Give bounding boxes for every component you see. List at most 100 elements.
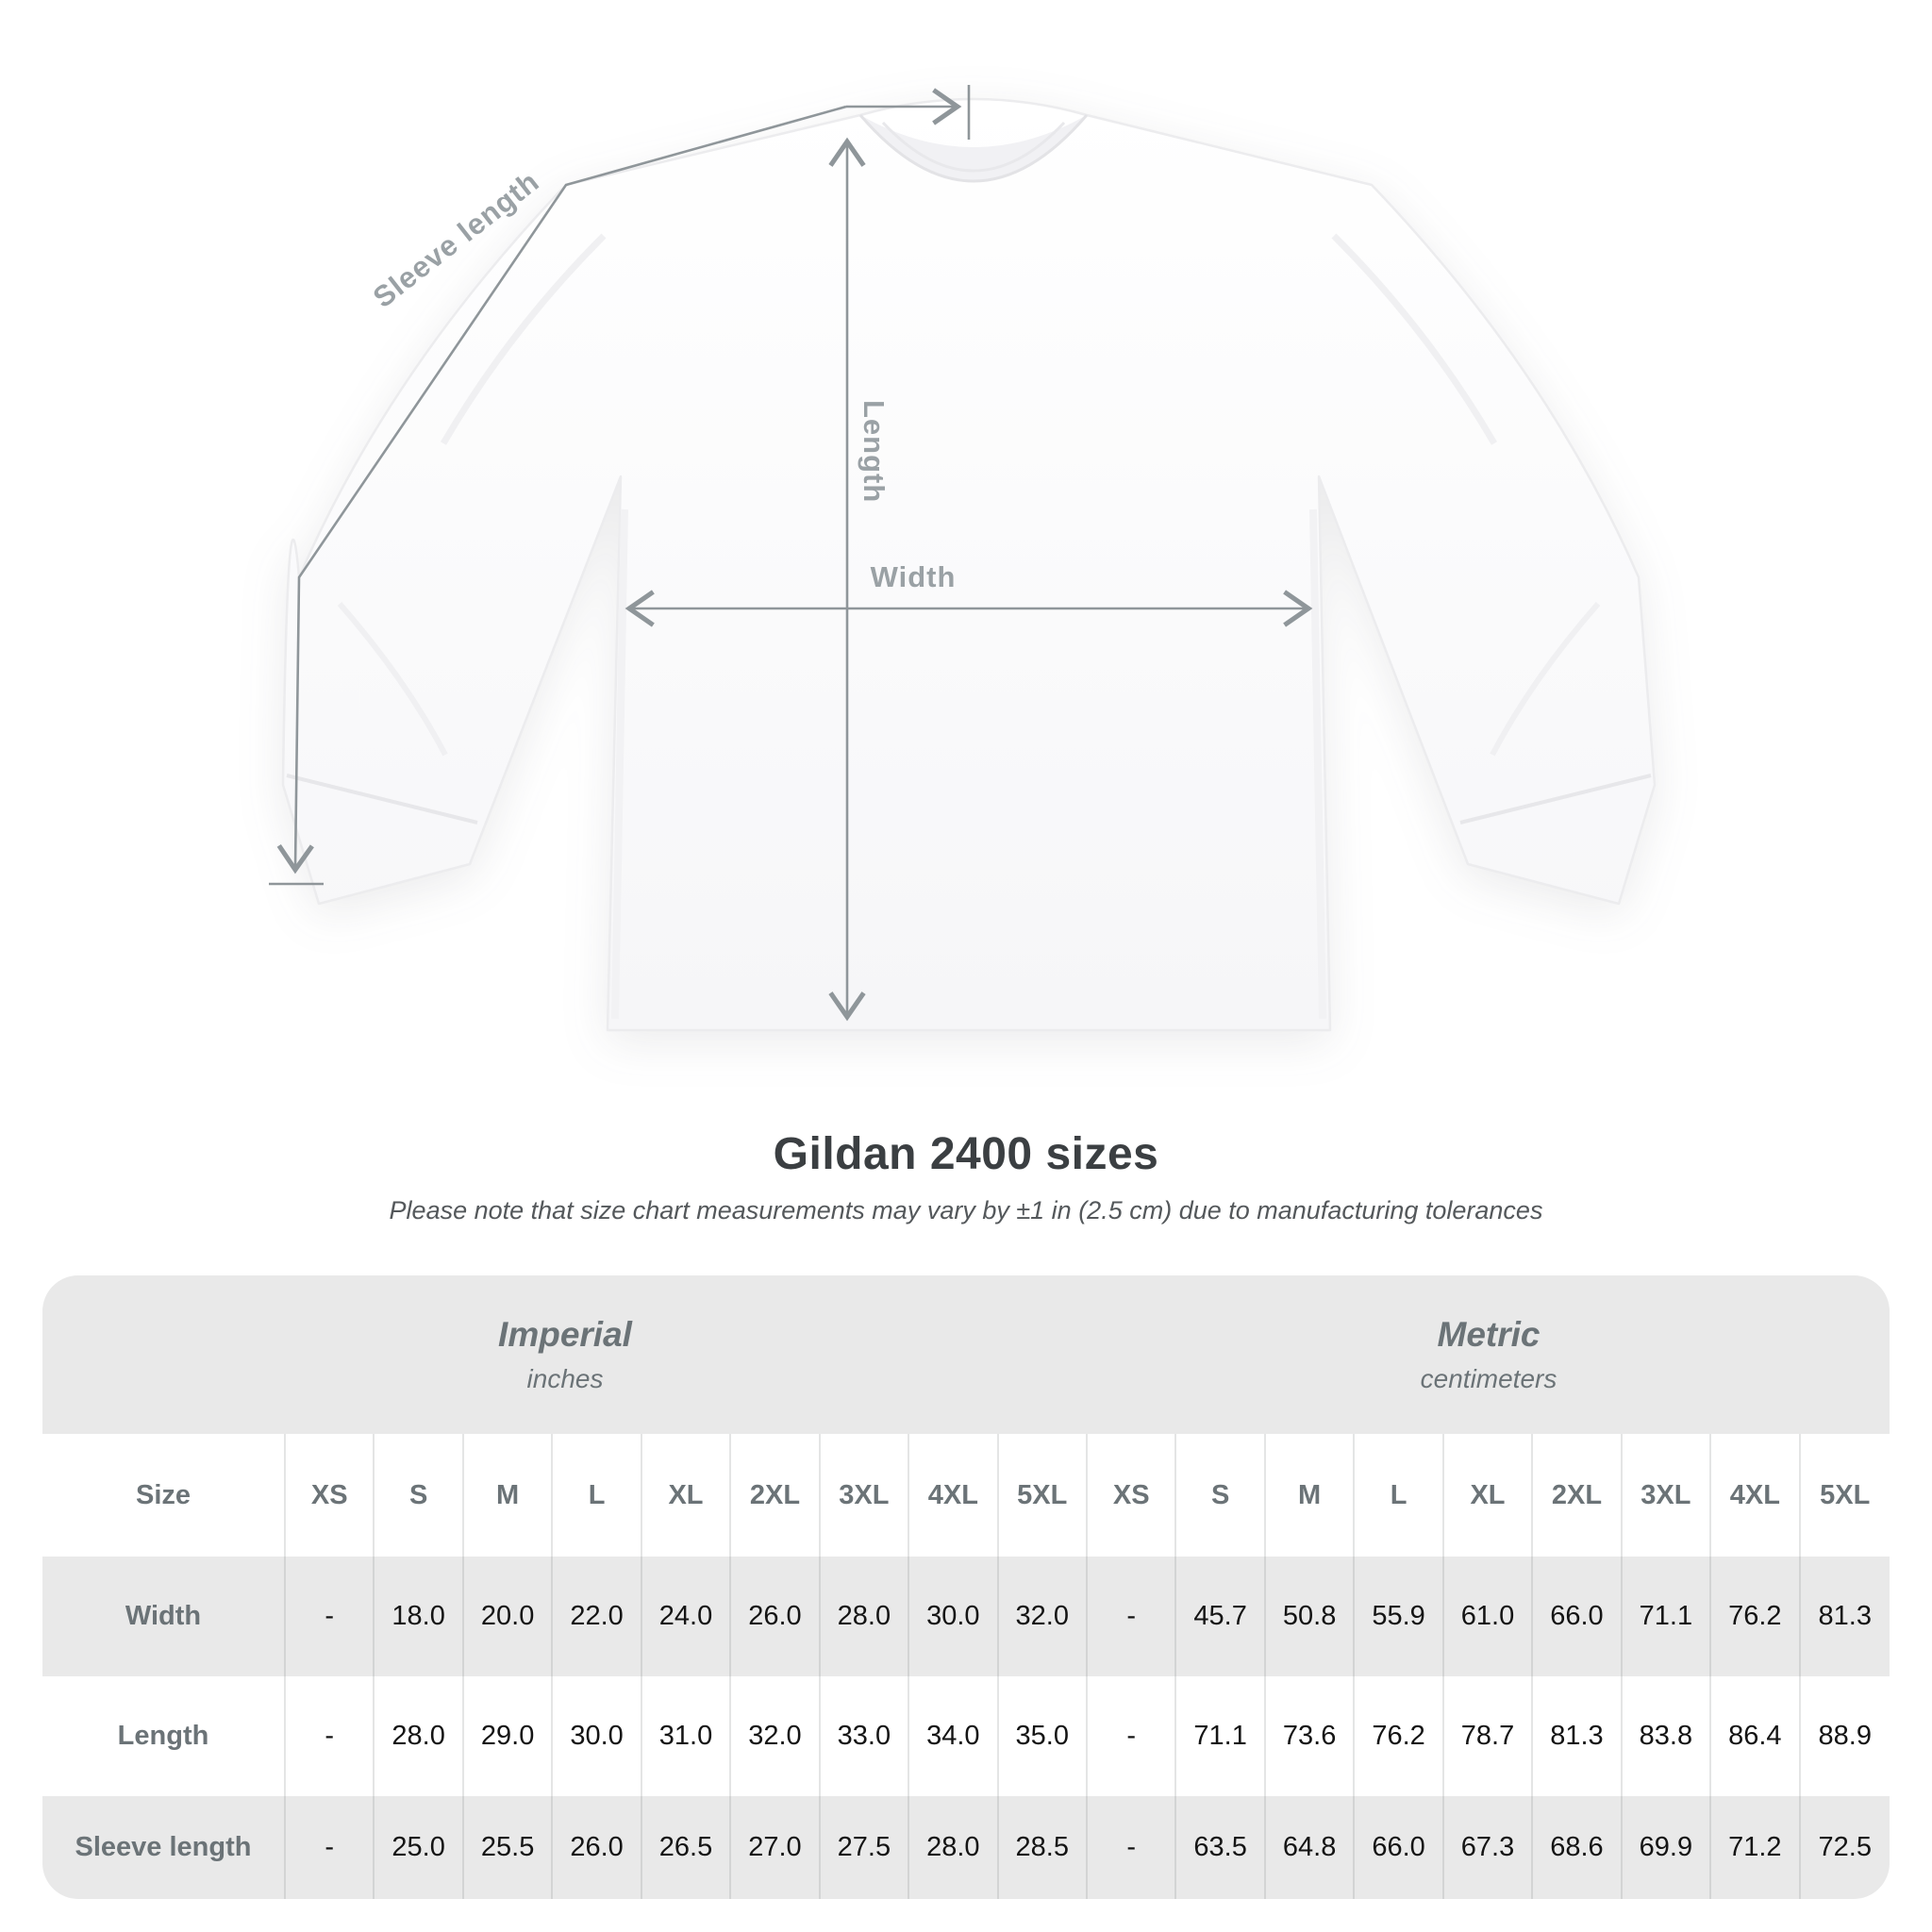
table-cell-metric: 72.5 [1818,1832,1872,1862]
table-cell-imperial: 20.0 [464,1557,554,1676]
table-cell-imperial: 28.5 [999,1796,1088,1899]
table-cell-metric: 68.6 [1533,1796,1623,1899]
size-table-grid: Size XS S M L XL 2XL 3XL 4XL 5XL XS S M L XL 2XL 3XL 4XL 5… [42,1434,1890,1899]
table-cell-imperial: 35.0 [998,1676,1088,1796]
collar-inner-rib [881,121,1066,173]
metric-label: Metric [1437,1315,1541,1354]
table-cell-imperial: 27.5 [821,1796,910,1899]
size-header-imperial-7: 4XL [909,1434,999,1557]
table-cell-imperial: 34.0 [909,1676,999,1796]
table-cell-imperial: 28.0 [821,1557,910,1676]
table-cell-metric: 66.0 [1355,1796,1444,1899]
size-header-metric-2: M [1265,1434,1356,1557]
table-cell-metric: 61.0 [1444,1557,1534,1676]
table-cell-imperial: 29.0 [463,1676,554,1796]
table-cell-imperial: 25.0 [375,1796,464,1899]
table-cell-imperial: 24.0 [642,1557,732,1676]
inches-label: inches [526,1364,604,1393]
size-header-metric-7: 4XL [1711,1434,1801,1557]
unit-group-metric: Metric centimeters [1088,1275,1890,1434]
fold-line [440,233,607,445]
table-cell-metric: 81.3 [1533,1676,1623,1796]
size-header-metric-4: XL [1443,1434,1534,1557]
size-header-imperial-4: XL [641,1434,732,1557]
table-cell-metric: 76.2 [1711,1557,1801,1676]
table-cell-imperial: 30.0 [909,1557,999,1676]
table-cell-metric: 73.6 [1265,1676,1356,1796]
table-cell-metric: 71.1 [1176,1676,1266,1796]
size-header-imperial-2: M [463,1434,554,1557]
long-sleeve-shirt-illustration [281,97,1657,1032]
table-cell-imperial: - [286,1676,375,1796]
row-label: Sleeve length [42,1796,286,1899]
sleeve-length-line [276,105,847,874]
shirt-measurement-diagram: Sleeve length Length Width [269,85,1657,1032]
size-header-imperial-8: 5XL [998,1434,1088,1557]
table-cell-metric: 66.0 [1533,1557,1623,1676]
table-cell-metric: 81.3 [1818,1601,1872,1631]
table-cell-imperial: 26.0 [731,1557,821,1676]
size-header-metric-8: 5XL [1800,1434,1890,1557]
table-cell-imperial: 26.0 [553,1796,642,1899]
table-cell-metric: 50.8 [1266,1557,1356,1676]
table-cell-metric: 55.9 [1355,1557,1444,1676]
size-chart-table: Imperial inches Metric centimeters Size X… [42,1275,1890,1899]
table-cell-imperial: 18.0 [375,1557,464,1676]
table-cell-imperial: 22.0 [553,1557,642,1676]
shirt-diagram-svg: Sleeve length Length Width [269,85,1657,1032]
page-title: Gildan 2400 sizes [773,1129,1159,1179]
shirt-body [281,97,1657,1032]
table-cell-metric: 64.8 [1266,1796,1356,1899]
width-label: Width [871,560,957,593]
unit-group-imperial: Imperial inches [42,1275,1088,1434]
table-cell-metric: - [1088,1796,1177,1899]
fold-line [1331,233,1498,445]
table-cell-metric: 83.8 [1622,1676,1712,1796]
tolerance-note: Please note that size chart measurements… [389,1196,1543,1224]
table-cell-metric: 45.7 [1176,1557,1266,1676]
table-cell-metric: 63.5 [1176,1796,1266,1899]
size-header-metric-1: S [1176,1434,1266,1557]
right-cuff-seam [1459,774,1652,824]
centimeters-label: centimeters [1420,1364,1557,1393]
table-cell-imperial: 28.0 [375,1676,464,1796]
table-cell-imperial: 27.0 [731,1796,821,1899]
table-cell-imperial: 32.0 [731,1676,821,1796]
table-cell-imperial: 32.0 [999,1557,1088,1676]
table-cell-imperial: - [286,1796,375,1899]
row-label: Width [42,1557,286,1676]
unit-header-row: Imperial inches Metric centimeters [42,1275,1890,1434]
left-cuff-seam [286,774,478,824]
table-cell-metric: 88.9 [1800,1676,1890,1796]
row-label: Length [42,1676,286,1796]
table-cell-metric: 67.3 [1444,1796,1534,1899]
imperial-label: Imperial [498,1315,632,1354]
table-cell-metric: 69.9 [1623,1796,1712,1899]
fold-line [611,508,628,1020]
table-cell-imperial: 25.5 [464,1796,554,1899]
size-header-metric-3: L [1355,1434,1444,1557]
table-cell-metric: 78.7 [1443,1676,1534,1796]
size-header-metric-6: 3XL [1622,1434,1712,1557]
table-cell-metric: 71.2 [1711,1796,1801,1899]
size-header-imperial-0: XS [286,1434,375,1557]
table-cell-imperial: 30.0 [553,1676,642,1796]
fold-line [1490,602,1601,757]
table-cell-imperial: - [286,1557,375,1676]
table-cell-metric: - [1088,1557,1177,1676]
length-label: Length [858,400,891,503]
collar-outer-rib [858,114,1089,183]
table-cell-imperial: 31.0 [641,1676,732,1796]
table-cell-metric: 86.4 [1711,1676,1801,1796]
table-cell-metric: 71.1 [1623,1557,1712,1676]
size-header-imperial-6: 3XL [820,1434,910,1557]
size-column-header: Size [42,1434,286,1557]
table-cell-imperial: 33.0 [820,1676,910,1796]
fold-line [337,602,448,757]
size-header-imperial-3: L [553,1434,642,1557]
size-header-imperial-1: S [375,1434,464,1557]
size-header-metric-5: 2XL [1533,1434,1623,1557]
size-header-metric-0: XS [1087,1434,1177,1557]
table-cell-metric: - [1087,1676,1177,1796]
size-header-imperial-5: 2XL [731,1434,821,1557]
